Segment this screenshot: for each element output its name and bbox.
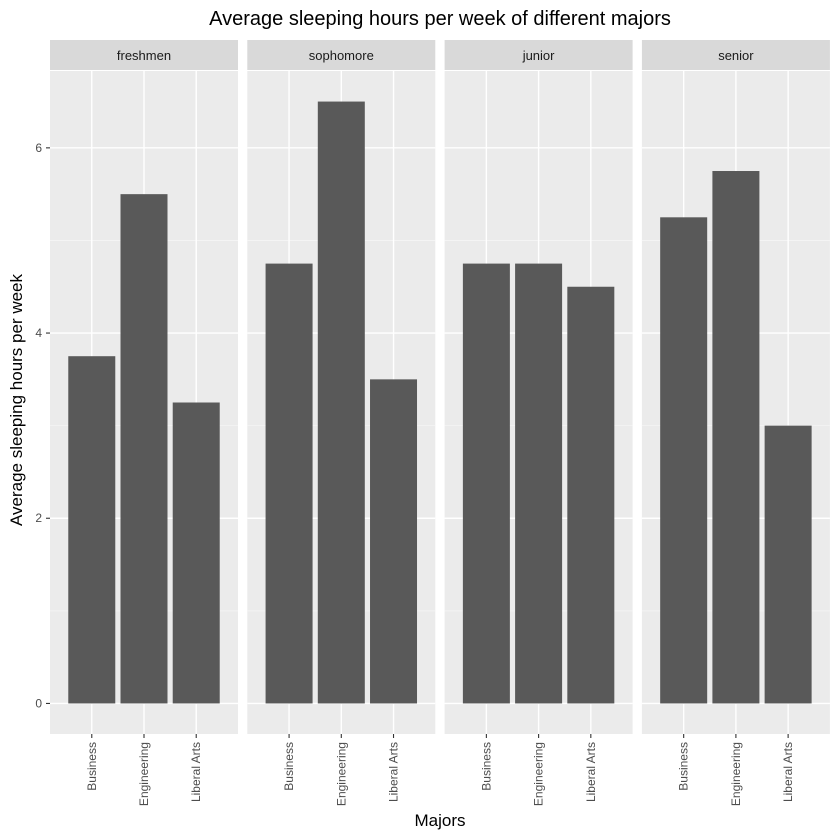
facet-strip-senior	[641, 40, 830, 70]
facet-strip-label: junior	[522, 48, 555, 63]
chart-title: Average sleeping hours per week of diffe…	[209, 8, 671, 30]
bar-junior-1	[515, 263, 563, 704]
facet-strip-sophomore	[247, 40, 436, 70]
x-tick-label: Engineering	[729, 742, 743, 806]
x-tick-label: Business	[282, 742, 296, 791]
x-tick-label: Business	[85, 742, 99, 791]
x-axis-title: Majors	[414, 811, 465, 830]
facet-strip-freshmen	[50, 40, 238, 70]
x-tick-label: Engineering	[532, 742, 546, 806]
bar-sophomore-1	[317, 101, 365, 704]
bar-freshmen-1	[120, 194, 168, 704]
x-tick-label: Liberal Arts	[584, 742, 598, 802]
x-tick-label: Business	[677, 742, 691, 791]
x-tick-label: Liberal Arts	[781, 742, 795, 802]
facet-strip-label: freshmen	[117, 48, 171, 63]
facet-strip-junior	[444, 40, 633, 70]
bar-senior-0	[660, 217, 708, 704]
x-tick-label: Engineering	[137, 742, 151, 806]
plot-layer: 0 2 4 6 freshmen Business Engineering Liberal A…	[35, 40, 830, 806]
x-tick-label: Engineering	[334, 742, 348, 806]
bar-junior-0	[462, 263, 510, 704]
bar-senior-1	[712, 171, 760, 704]
bar-sophomore-0	[265, 263, 313, 704]
facet-strip-label: senior	[718, 48, 754, 63]
bar-freshmen-0	[68, 356, 116, 704]
facet-strip-label: sophomore	[309, 48, 374, 63]
bar-sophomore-2	[370, 379, 418, 704]
bar-freshmen-2	[172, 402, 220, 704]
x-tick-label: Business	[479, 742, 493, 791]
bar-senior-2	[764, 425, 812, 704]
x-tick-label: Liberal Arts	[387, 742, 401, 802]
y-tick-label: 4	[35, 326, 42, 340]
bar-junior-2	[567, 286, 615, 704]
y-tick-label: 6	[35, 141, 42, 155]
y-axis-title: Average sleeping hours per week	[7, 273, 26, 526]
y-tick-label: 2	[35, 511, 42, 525]
x-tick-label: Liberal Arts	[189, 742, 203, 802]
y-tick-label: 0	[35, 696, 42, 710]
